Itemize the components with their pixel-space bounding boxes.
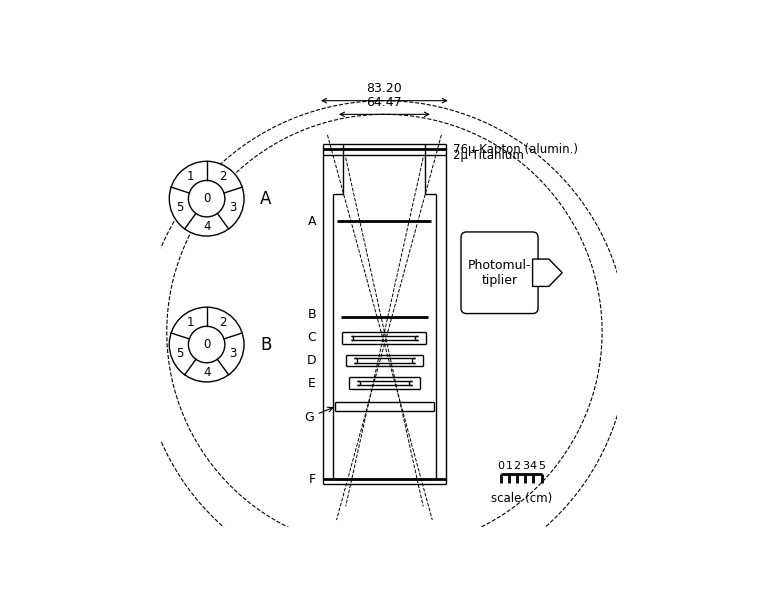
Text: 4: 4: [203, 220, 210, 233]
Text: 3: 3: [521, 461, 529, 471]
Text: 4: 4: [203, 366, 210, 379]
Text: E: E: [308, 377, 316, 390]
Text: A: A: [307, 215, 316, 228]
Text: 2μ Titanium: 2μ Titanium: [453, 149, 524, 162]
Text: 4: 4: [530, 461, 537, 471]
Text: 5: 5: [538, 461, 545, 471]
Text: 1: 1: [187, 170, 194, 183]
Text: 1: 1: [505, 461, 512, 471]
Circle shape: [169, 307, 244, 382]
Circle shape: [188, 326, 225, 363]
Circle shape: [188, 181, 225, 217]
Text: B: B: [307, 308, 316, 321]
Text: scale (cm): scale (cm): [490, 492, 552, 505]
Text: B: B: [260, 336, 272, 353]
Text: G: G: [304, 407, 333, 424]
Text: Photomul-
tiplier: Photomul- tiplier: [468, 259, 531, 287]
Text: 64.47: 64.47: [367, 96, 402, 109]
Text: 76μ Kapton (alumin.): 76μ Kapton (alumin.): [453, 143, 578, 156]
Text: 0: 0: [203, 192, 210, 205]
Circle shape: [169, 161, 244, 236]
Text: F: F: [309, 472, 316, 485]
Text: 5: 5: [177, 347, 184, 359]
Text: 5: 5: [177, 201, 184, 214]
Text: 2: 2: [219, 170, 227, 183]
Text: 2: 2: [219, 316, 227, 329]
Text: 3: 3: [229, 347, 237, 359]
FancyBboxPatch shape: [461, 232, 538, 314]
Text: 2: 2: [514, 461, 521, 471]
Text: 0: 0: [203, 338, 210, 351]
Text: 3: 3: [229, 201, 237, 214]
Text: D: D: [307, 354, 316, 367]
Text: A: A: [260, 189, 272, 208]
Text: 1: 1: [187, 316, 194, 329]
Text: 83.20: 83.20: [367, 82, 402, 95]
Text: 0: 0: [497, 461, 504, 471]
Polygon shape: [533, 259, 562, 287]
Text: C: C: [307, 331, 316, 344]
